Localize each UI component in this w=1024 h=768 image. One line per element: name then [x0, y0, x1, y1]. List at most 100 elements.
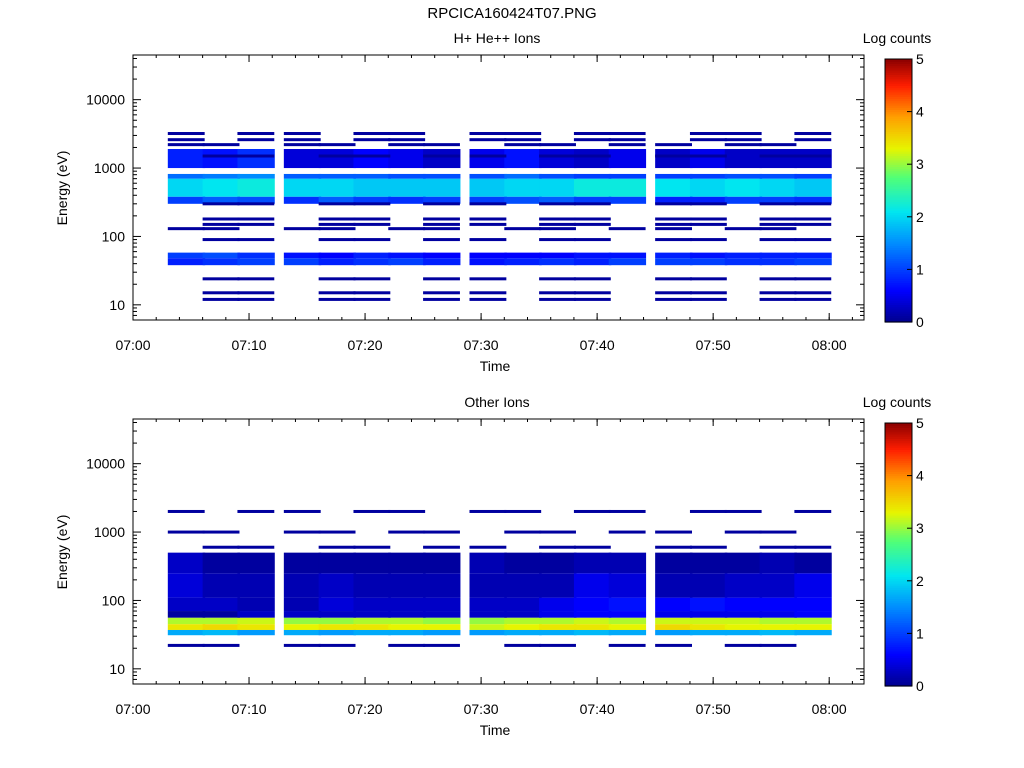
- heatmap-cell: [283, 227, 321, 231]
- heatmap-cell: [794, 629, 832, 636]
- heatmap-cell: [759, 202, 797, 206]
- heatmap-cell: [539, 277, 576, 281]
- x-tick-label: 07:20: [348, 337, 383, 353]
- heatmap-cell: [689, 624, 728, 630]
- heatmap-cell: [573, 573, 612, 598]
- heatmap-cell: [202, 617, 240, 625]
- colorbar-swatch: [885, 186, 912, 189]
- colorbar-swatch: [885, 319, 912, 323]
- colorbar-swatch: [885, 433, 912, 437]
- heatmap-cell: [539, 173, 577, 179]
- heatmap-cell: [237, 291, 275, 295]
- heatmap-cell: [283, 573, 322, 598]
- colorbar-swatch: [885, 89, 912, 93]
- y-axis-label: Energy (eV): [54, 515, 70, 590]
- colorbar-swatch: [885, 611, 912, 615]
- heatmap-cell: [469, 217, 507, 221]
- colorbar-swatch: [885, 591, 912, 595]
- heatmap-cell: [608, 643, 646, 647]
- x-tick-label: 07:40: [580, 337, 615, 353]
- heatmap-cell: [469, 509, 507, 513]
- heatmap-cell: [388, 173, 426, 179]
- heatmap-cell: [539, 643, 576, 647]
- colorbar-swatch: [885, 234, 912, 238]
- heatmap-cell: [237, 132, 275, 136]
- colorbar-swatch: [885, 458, 912, 461]
- colorbar-swatch: [885, 657, 912, 661]
- heatmap-cell: [469, 624, 507, 630]
- colorbar-swatch: [885, 243, 912, 246]
- heatmap-cell: [167, 258, 206, 266]
- heatmap-cell: [423, 552, 461, 574]
- heatmap-cell: [388, 643, 426, 647]
- heatmap-cell: [388, 617, 426, 625]
- heatmap-cell: [283, 196, 322, 204]
- heatmap-cell: [608, 509, 646, 513]
- colorbar-swatch: [885, 317, 912, 321]
- colorbar-swatch: [885, 192, 912, 196]
- heatmap-cell: [202, 258, 240, 266]
- heatmap-cell: [388, 629, 426, 636]
- colorbar-swatch: [885, 275, 912, 279]
- heatmap-cell: [608, 178, 647, 197]
- colorbar-swatch: [885, 164, 912, 167]
- heatmap-cell: [655, 611, 693, 618]
- heatmap-cell: [689, 138, 727, 142]
- heatmap-cell: [283, 530, 321, 534]
- heatmap-cell: [794, 252, 832, 259]
- heatmap-cell: [167, 138, 205, 142]
- colorbar-swatch: [885, 661, 912, 665]
- heatmap-cell: [202, 222, 240, 226]
- colorbar-label: Log counts: [863, 30, 932, 46]
- heatmap-cell: [283, 132, 321, 136]
- heatmap-cell: [388, 530, 426, 534]
- heatmap-cell: [469, 258, 507, 266]
- heatmap-cell: [202, 227, 240, 231]
- colorbar-swatch: [885, 210, 912, 214]
- heatmap-cell: [794, 173, 832, 179]
- colorbar-swatch: [885, 269, 912, 273]
- heatmap-cell: [469, 297, 507, 301]
- colorbar-swatch: [885, 655, 912, 659]
- colorbar-swatch: [885, 604, 912, 608]
- heatmap-cell: [237, 552, 275, 574]
- panel-title: H+ He++ Ions: [454, 30, 541, 46]
- heatmap-cell: [655, 227, 692, 231]
- y-tick-label: 10000: [86, 456, 125, 472]
- x-tick-label: 07:20: [348, 701, 383, 717]
- colorbar-swatch: [885, 245, 912, 249]
- heatmap-cell: [167, 643, 205, 647]
- colorbar-swatch: [885, 534, 912, 538]
- heatmap-cell: [469, 617, 507, 625]
- heatmap-cell: [794, 132, 832, 136]
- colorbar-tick-label: 0: [916, 678, 924, 694]
- heatmap-cell: [167, 178, 206, 197]
- heatmap-cell: [202, 643, 240, 647]
- heatmap-cell: [469, 196, 507, 204]
- heatmap-cell: [689, 509, 727, 513]
- colorbar-swatch: [885, 547, 912, 551]
- heatmap-cell: [539, 629, 577, 636]
- colorbar-tick-label: 5: [916, 415, 924, 431]
- heatmap-cell: [167, 509, 205, 513]
- heatmap-cell: [689, 148, 728, 169]
- heatmap-cell: [469, 597, 507, 612]
- colorbar-swatch: [885, 188, 912, 192]
- heatmap-cell: [423, 227, 460, 231]
- heatmap-cell: [388, 196, 426, 204]
- heatmap-cell: [167, 611, 206, 618]
- heatmap-cell: [608, 132, 646, 136]
- heatmap-cell: [202, 154, 240, 158]
- heatmap-cell: [318, 573, 357, 598]
- colorbar-swatch: [885, 600, 912, 604]
- heatmap-cell: [759, 154, 797, 158]
- heatmap-cell: [167, 252, 206, 259]
- heatmap-cell: [469, 132, 507, 136]
- heatmap-cell: [608, 530, 646, 534]
- heatmap-cell: [202, 611, 240, 618]
- heatmap-cell: [353, 509, 391, 513]
- colorbar-swatch: [885, 258, 912, 262]
- heatmap-cell: [759, 552, 797, 574]
- heatmap-cell: [353, 291, 391, 295]
- heatmap-cell: [573, 196, 612, 204]
